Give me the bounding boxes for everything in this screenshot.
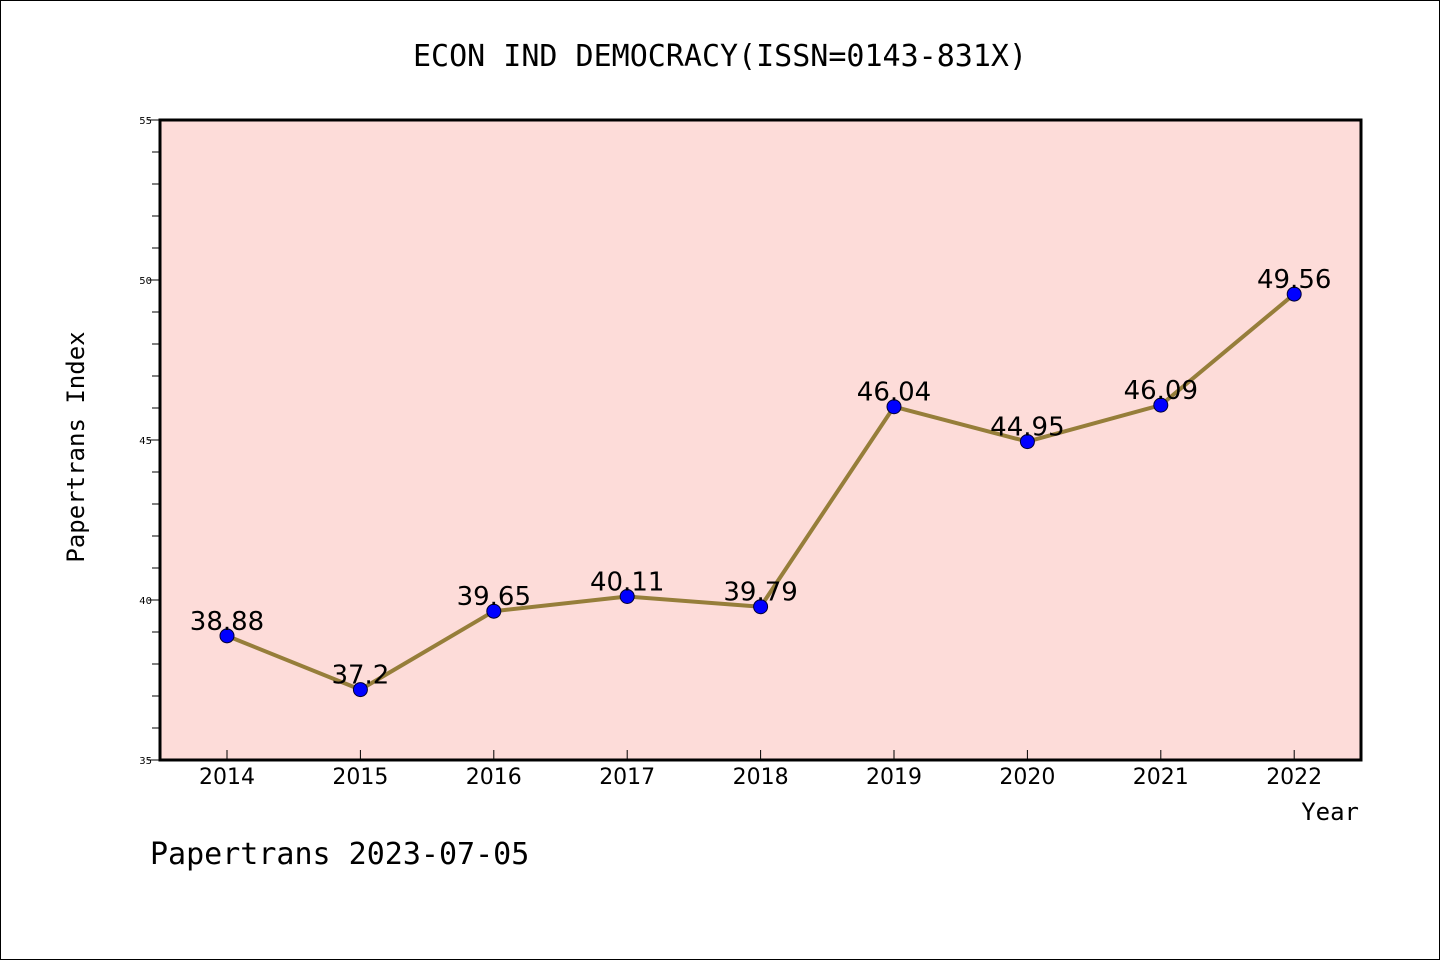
x-tick-label: 2020 (999, 765, 1055, 790)
x-tick-label: 2022 (1266, 765, 1322, 790)
data-point (1286, 286, 1302, 302)
data-label: 49.56 (1257, 265, 1331, 295)
x-tick-label: 2017 (599, 765, 655, 790)
y-tick-label: 45 (139, 436, 152, 447)
data-label: 44.95 (990, 413, 1064, 443)
x-tick-label: 2021 (1133, 765, 1189, 790)
data-label: 39.65 (457, 582, 531, 612)
x-axis: 2014 2015 2016 2017 2018 2019 2020 2021 2022 (199, 750, 1322, 790)
y-axis-label: Papertrans Index (62, 331, 90, 562)
y-tick-label: 55 (139, 116, 152, 127)
x-tick-label: 2018 (733, 765, 789, 790)
data-point (753, 599, 769, 615)
x-axis-label: Year (1301, 798, 1359, 826)
data-point (486, 603, 502, 619)
data-label: 39.79 (723, 578, 797, 608)
x-tick-label: 2015 (332, 765, 388, 790)
plot-area (158, 118, 1363, 762)
data-label: 37.2 (331, 661, 389, 691)
x-tick-label: 2019 (866, 765, 922, 790)
data-label: 46.09 (1124, 376, 1198, 406)
data-point (886, 399, 902, 415)
chart-title: ECON IND DEMOCRACY(ISSN=0143-831X) (413, 39, 1027, 74)
x-tick-label: 2014 (199, 765, 255, 790)
data-point (1019, 434, 1035, 450)
y-axis: 35 40 45 50 55 (139, 116, 160, 767)
data-point (352, 682, 368, 698)
y-tick-label: 40 (139, 596, 152, 607)
data-point (219, 628, 235, 644)
data-label: 38.88 (190, 607, 264, 637)
y-tick-label: 35 (139, 756, 152, 767)
data-label: 40.11 (590, 567, 664, 597)
x-tick-label: 2016 (466, 765, 522, 790)
data-labels: 38.88 37.2 39.65 40.11 39.79 46.04 44.95 46.09 4… (190, 265, 1332, 691)
y-tick-label: 50 (139, 276, 152, 287)
footer-text: Papertrans 2023-07-05 (150, 837, 529, 872)
data-point (1153, 397, 1169, 413)
data-point (619, 588, 635, 604)
series-line-group (219, 286, 1302, 698)
data-label: 46.04 (857, 378, 931, 408)
